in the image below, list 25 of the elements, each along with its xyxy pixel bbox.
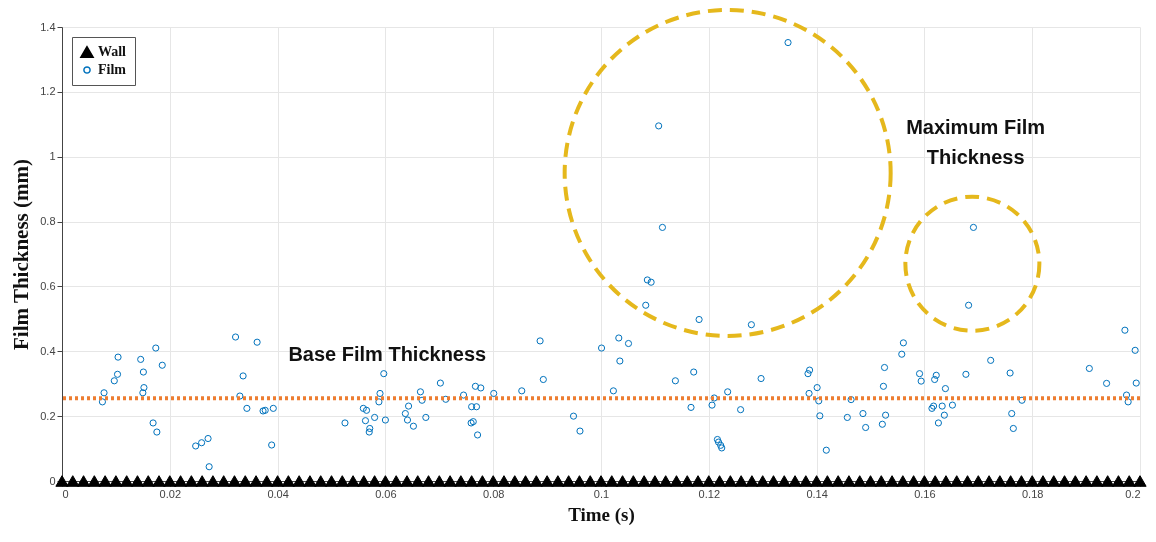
legend-label: Film (98, 62, 127, 77)
x-tick-label: 0.06 (375, 487, 397, 500)
legend-label: Wall (98, 44, 127, 59)
y-tick-label: 0.6 (40, 279, 56, 292)
x-axis-title: Time (s) (568, 503, 635, 526)
x-tick-label: 0.14 (806, 487, 828, 500)
y-tick-label: 1.4 (40, 20, 56, 33)
ref-line-label: Base Film Thickness (288, 342, 487, 365)
x-tick-label: 0.18 (1021, 487, 1044, 500)
annotation: Maximum Film Thickness (906, 115, 1046, 168)
x-tick-label: 0.1 (593, 487, 610, 500)
x-tick-label: 0.04 (267, 487, 289, 500)
y-tick-label: 0.2 (40, 409, 56, 422)
x-tick-label: 0.16 (914, 487, 936, 500)
y-tick-label: 0 (49, 474, 56, 487)
y-tick-label: 1 (49, 150, 56, 163)
y-tick-label: 0.8 (40, 215, 56, 228)
x-tick-label: 0.02 (159, 487, 182, 500)
x-tick-label: 0.2 (1125, 487, 1141, 500)
y-tick-label: 0.4 (40, 344, 56, 357)
x-tick-label: 0 (62, 487, 69, 500)
x-tick-label: 0.12 (698, 487, 721, 500)
x-tick-label: 0.08 (482, 487, 505, 500)
y-axis-title: Film Thickness (mm) (9, 159, 34, 350)
y-tick-label: 1.2 (40, 85, 56, 98)
